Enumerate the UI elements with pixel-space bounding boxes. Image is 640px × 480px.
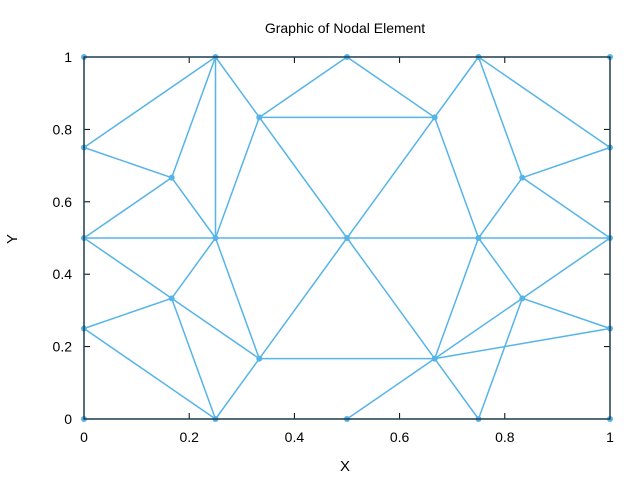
mesh-edge [521, 237, 611, 299]
x-tick-label: 0.2 [179, 429, 199, 445]
mesh-edge [214, 56, 260, 118]
chart-title: Graphic of Nodal Element [265, 20, 425, 36]
mesh-edge [83, 56, 216, 149]
mesh-edge [346, 116, 436, 239]
mesh-edge [170, 56, 217, 178]
plot-frame [83, 56, 611, 420]
mesh-edge [346, 56, 436, 118]
y-tick-labels: 0 0.2 0.4 0.6 0.8 1 [53, 49, 73, 427]
y-tick-label: 1 [64, 49, 72, 65]
mesh-edge [477, 56, 524, 178]
mesh-edge [478, 56, 611, 149]
mesh-edge [433, 237, 480, 359]
mesh-node [519, 295, 526, 302]
x-axis-label: X [340, 458, 350, 475]
y-axis-label: Y [4, 234, 21, 244]
mesh-edge [83, 146, 172, 179]
y-tick-label: 0.4 [53, 266, 73, 282]
mesh-edge [434, 327, 611, 360]
mesh-edge [434, 297, 523, 360]
mesh-node [256, 355, 263, 362]
mesh-node [168, 295, 175, 302]
mesh-node [431, 114, 438, 121]
mesh-edge [83, 327, 216, 420]
mesh-edge [477, 237, 523, 299]
y-tick-label: 0.2 [53, 339, 73, 355]
y-tick-label: 0.6 [53, 194, 73, 210]
mesh-edge [477, 298, 524, 420]
mesh-edge [258, 116, 348, 239]
mesh-edge [434, 56, 480, 118]
mesh-node [344, 235, 350, 241]
mesh-edge [477, 177, 523, 239]
mesh-edge [346, 237, 436, 360]
mesh-edge [214, 358, 260, 420]
mesh-node [256, 114, 263, 121]
mesh-node [212, 235, 219, 241]
mesh-edge [346, 358, 436, 420]
y-tick-label: 0 [64, 411, 72, 427]
mesh-edge [521, 177, 611, 239]
x-tick-label: 1 [606, 429, 614, 445]
mesh-edge [258, 237, 348, 360]
mesh-edge [171, 237, 217, 299]
mesh-edge [83, 237, 173, 299]
x-tick-labels: 0 0.2 0.4 0.6 0.8 1 [80, 429, 614, 445]
mesh-edge [83, 297, 172, 330]
x-tick-label: 0 [80, 429, 88, 445]
mesh-node [168, 174, 175, 181]
mesh-node [475, 235, 482, 241]
x-tick-label: 0.6 [390, 429, 410, 445]
mesh-edge [522, 297, 611, 330]
x-tick-label: 0.8 [495, 429, 515, 445]
mesh-edge [171, 177, 217, 239]
mesh-edge [433, 117, 480, 239]
mesh-edge [522, 146, 611, 179]
mesh-edge [171, 297, 260, 360]
mesh-edge [214, 237, 261, 359]
mesh-node [431, 355, 438, 362]
y-tick-label: 0.8 [53, 121, 73, 137]
mesh-edge [214, 117, 261, 239]
mesh-edge [83, 177, 173, 239]
mesh-node [519, 174, 526, 181]
mesh-edge [434, 358, 480, 420]
mesh-edge [258, 56, 348, 118]
x-tick-label: 0.4 [285, 429, 305, 445]
mesh-edge [170, 298, 217, 420]
